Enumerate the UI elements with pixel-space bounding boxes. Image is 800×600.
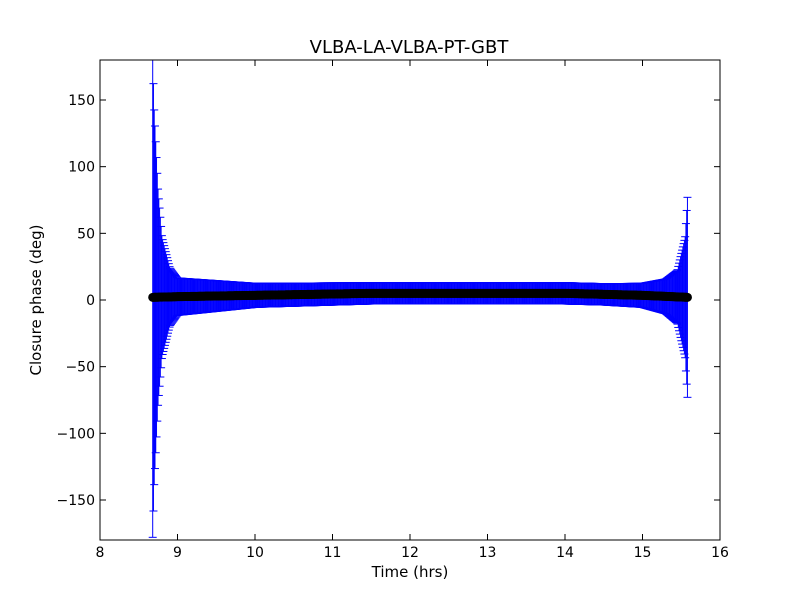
data-point [682, 292, 692, 302]
x-tick-label: 9 [173, 545, 182, 561]
y-axis-ticks: −150 −100 −50 0 50 100 150 [57, 93, 720, 509]
x-tick-label: 11 [324, 545, 342, 561]
x-tick-label: 10 [246, 545, 264, 561]
x-tick-label: 16 [711, 545, 729, 561]
y-tick-label: −50 [65, 360, 95, 376]
y-tick-label: 100 [68, 160, 95, 176]
x-tick-label: 8 [96, 545, 105, 561]
y-tick-label: −150 [57, 493, 95, 509]
x-tick-label: 14 [556, 545, 574, 561]
x-axis-ticks: 8 9 10 11 12 13 14 15 16 [96, 60, 729, 561]
plot-area [148, 60, 692, 538]
data-points-layer [148, 288, 692, 302]
x-axis-label: Time (hrs) [371, 563, 449, 581]
x-tick-label: 15 [634, 545, 652, 561]
y-tick-label: 150 [68, 93, 95, 109]
y-tick-label: 0 [86, 293, 95, 309]
y-tick-label: −100 [57, 426, 95, 442]
x-tick-label: 12 [401, 545, 419, 561]
x-tick-label: 13 [479, 545, 497, 561]
y-axis-label: Closure phase (deg) [27, 225, 45, 376]
chart-title: VLBA-LA-VLBA-PT-GBT [310, 37, 510, 58]
y-tick-label: 50 [77, 226, 95, 242]
